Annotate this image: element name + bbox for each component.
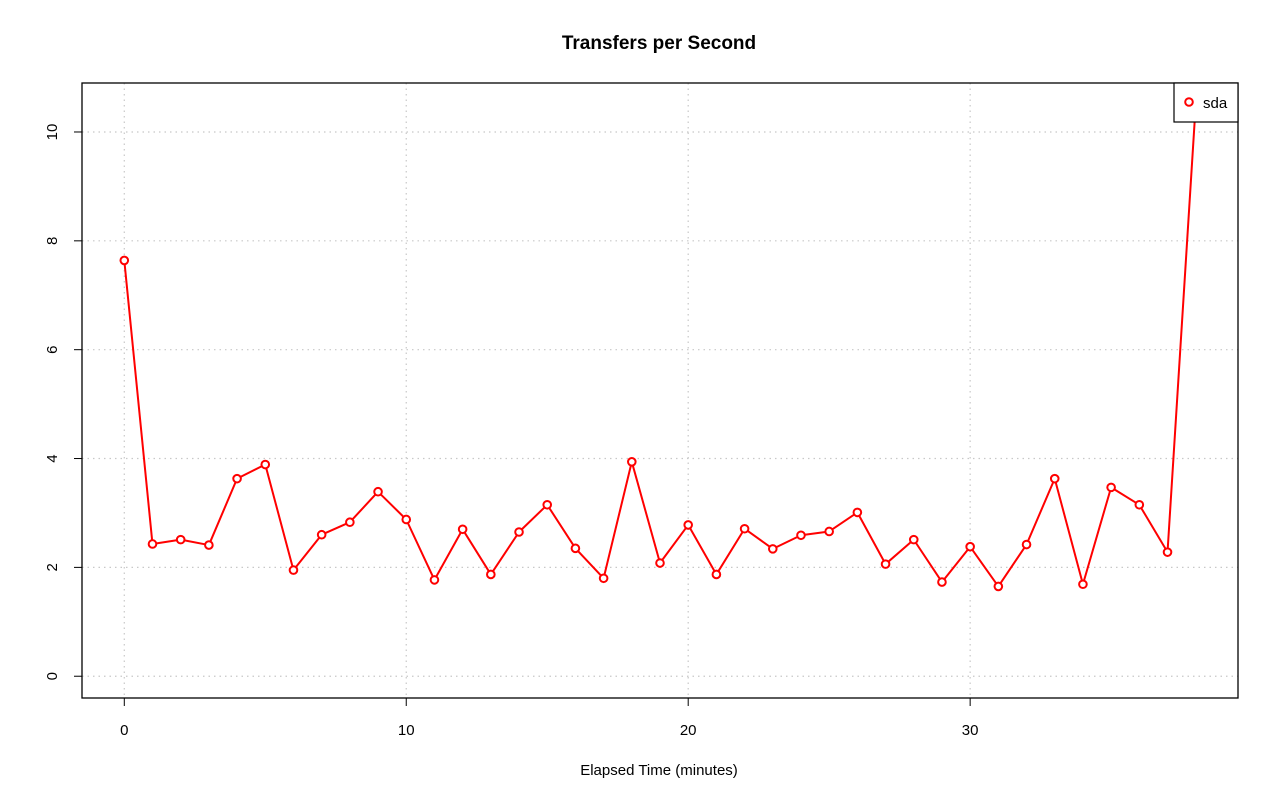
data-point-sda-12 <box>457 524 468 535</box>
data-point-sda-29 <box>937 577 947 587</box>
data-point-sda-33 <box>1049 473 1060 484</box>
data-point-sda-4 <box>232 473 242 484</box>
y-tick-label-10: 10 <box>44 124 61 141</box>
x-tick-label-10: 10 <box>398 722 415 739</box>
data-point-sda-37 <box>1162 547 1173 557</box>
data-point-sda-9 <box>373 486 383 497</box>
data-point-sda-23 <box>767 544 778 554</box>
y-tick-label-8: 8 <box>44 237 61 245</box>
data-point-sda-34 <box>1078 579 1088 590</box>
data-point-sda-24 <box>796 530 806 541</box>
legend: sda <box>1173 82 1239 123</box>
data-point-sda-35 <box>1106 482 1116 493</box>
grid-lines <box>82 83 1238 698</box>
data-point-sda-20 <box>683 520 693 530</box>
data-point-sda-30 <box>965 541 975 552</box>
legend-label-sda: sda <box>1203 95 1228 112</box>
data-point-sda-17 <box>598 573 609 584</box>
data-point-sda-25 <box>824 526 834 537</box>
y-tick-label-0: 0 <box>44 672 61 680</box>
data-point-sda-22 <box>739 523 750 534</box>
data-point-sda-5 <box>260 459 271 470</box>
y-tick-label-6: 6 <box>44 346 61 354</box>
series-layer <box>119 99 1201 592</box>
y-axis: 0 2 4 6 8 10 <box>44 124 83 680</box>
data-point-sda-26 <box>852 507 863 518</box>
x-tick-label-20: 20 <box>680 722 697 739</box>
data-point-sda-2 <box>175 534 186 545</box>
y-tick-label-4: 4 <box>44 454 61 462</box>
plot-area-frame <box>81 82 1239 699</box>
data-point-sda-7 <box>316 529 327 540</box>
data-point-sda-10 <box>401 514 412 525</box>
data-point-sda-3 <box>204 540 214 550</box>
data-point-sda-18 <box>627 456 637 467</box>
data-point-sda-14 <box>514 527 524 537</box>
x-tick-label-0: 0 <box>120 722 128 739</box>
x-tick-label-30: 30 <box>962 722 979 739</box>
data-point-sda-21 <box>711 569 722 580</box>
data-point-sda-36 <box>1134 499 1145 510</box>
x-axis-label: Elapsed Time (minutes) <box>580 762 738 779</box>
x-axis: 0 10 20 30 <box>120 697 979 739</box>
data-point-sda-6 <box>288 565 299 575</box>
data-point-sda-15 <box>542 499 553 510</box>
data-point-sda-27 <box>880 559 891 569</box>
data-point-sda-11 <box>429 575 440 585</box>
data-point-sda-19 <box>655 558 665 568</box>
data-point-sda-8 <box>345 517 355 528</box>
data-point-sda-13 <box>486 569 496 580</box>
y-tick-label-2: 2 <box>44 563 61 571</box>
data-point-sda-31 <box>993 581 1004 592</box>
series-line-sda <box>123 104 1197 588</box>
data-point-sda-0 <box>119 255 130 266</box>
chart-title: Transfers per Second <box>562 33 756 54</box>
legend-marker-sda <box>1184 97 1194 107</box>
data-point-sda-32 <box>1021 539 1032 550</box>
data-point-sda-1 <box>147 539 158 549</box>
data-point-sda-28 <box>908 534 919 545</box>
data-point-sda-16 <box>570 543 581 554</box>
